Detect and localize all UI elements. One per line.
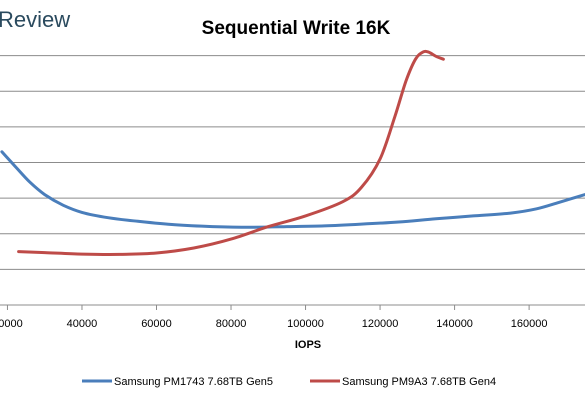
series-line-pm1743 (0, 150, 585, 229)
legend: Samsung PM1743 7.68TB Gen5 Samsung PM9A3… (82, 376, 496, 388)
x-axis-label: IOPS (295, 339, 321, 351)
x-tick-label: 80000 (216, 318, 247, 330)
x-tick-label: 120000 (362, 318, 399, 330)
legend-label-pm9a3: Samsung PM9A3 7.68TB Gen4 (342, 376, 496, 388)
series-line-pm9a3 (17, 49, 445, 256)
x-tick-label: 60000 (141, 318, 172, 330)
x-tick-label: 20000 (0, 318, 23, 330)
x-tick-label: 140000 (436, 318, 473, 330)
grid-lines (0, 55, 585, 306)
x-tick-label: 100000 (287, 318, 324, 330)
legend-label-pm1743: Samsung PM1743 7.68TB Gen5 (114, 376, 273, 388)
x-tick-labels: 20000 40000 60000 80000 100000 120000 140000 16… (0, 305, 547, 330)
series-lines (0, 49, 585, 256)
brand-logo-text: Review (0, 7, 70, 32)
chart-title: Sequential Write 16K (202, 18, 391, 39)
x-tick-label: 40000 (67, 318, 98, 330)
x-tick-label: 160000 (511, 318, 548, 330)
